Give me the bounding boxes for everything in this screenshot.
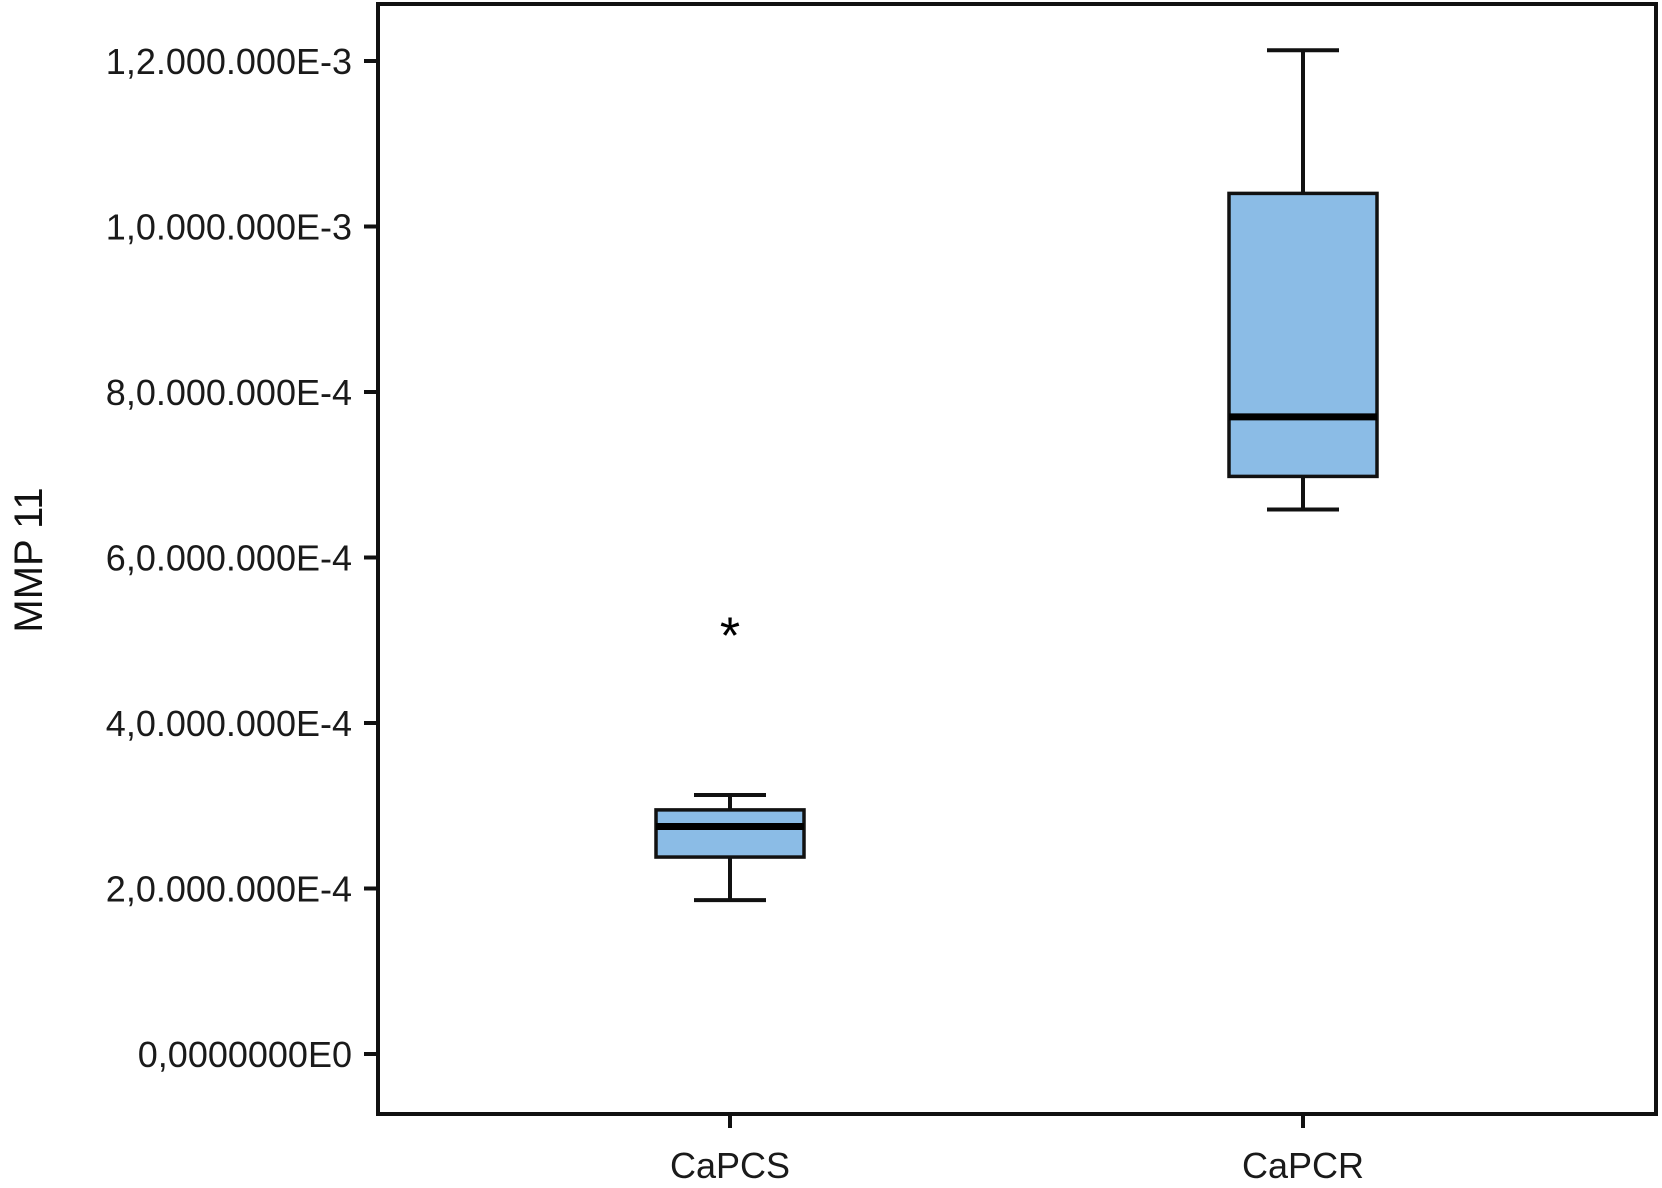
y-axis-title: MMP 11 [7,487,51,632]
y-tick-label: 0,0000000E0 [138,1034,352,1075]
x-tick-label: CaPCS [670,1145,790,1186]
plot-frame [376,2,1658,1116]
y-tick-label: 2,0.000.000E-4 [106,869,352,910]
x-axis-ticks: CaPCS CaPCR [670,1114,1364,1186]
y-tick-label: 6,0.000.000E-4 [106,538,352,579]
x-tick-label: CaPCR [1242,1145,1364,1186]
y-tick-label: 4,0.000.000E-4 [106,703,352,744]
interquartile-box [654,808,806,859]
outlier-marker: * [720,607,740,665]
box-capcs: * [654,607,806,903]
box-capcr [1227,48,1379,512]
y-axis-ticks: 1,2.000.000E-3 1,0.000.000E-3 8,0.000.000E… [106,41,378,1075]
box-series: * [654,48,1379,903]
interquartile-box [1227,191,1379,479]
y-tick-label: 1,2.000.000E-3 [106,41,352,82]
y-tick-label: 8,0.000.000E-4 [106,372,352,413]
y-tick-label: 1,0.000.000E-3 [106,207,352,248]
